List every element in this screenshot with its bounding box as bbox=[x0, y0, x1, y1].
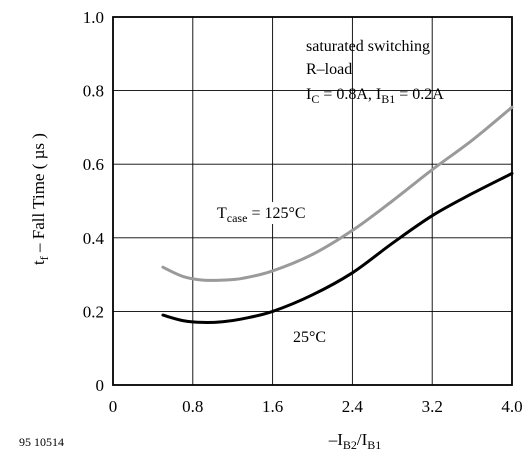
y-axis-ticks: 0 0.2 0.4 0.6 0.8 1.0 bbox=[83, 8, 105, 395]
condition-currents: IC = 0.8A, IB1 = 0.2A bbox=[306, 86, 444, 106]
series-line-25c bbox=[161, 171, 514, 324]
svg-text:25°C: 25°C bbox=[293, 329, 326, 346]
x-axis-label: –IB2/IB1 bbox=[328, 430, 382, 452]
grid bbox=[113, 17, 512, 385]
condition-load: R–load bbox=[306, 61, 352, 78]
y-tick-label: 0.8 bbox=[83, 82, 104, 101]
x-axis-ticks: 0 0.8 1.6 2.4 3.2 4.0 bbox=[109, 397, 523, 416]
series-lines bbox=[161, 105, 514, 324]
condition-switching: saturated switching bbox=[306, 38, 430, 55]
series-label-25c: 25°C bbox=[290, 327, 342, 347]
series-line-125c bbox=[161, 105, 514, 282]
y-tick-label: 0.2 bbox=[83, 302, 104, 321]
series-label-125c: Tcase = 125°C bbox=[214, 202, 336, 225]
y-axis-label: tf – Fall Time ( µs ) bbox=[29, 133, 51, 265]
y-tick-label: 0.6 bbox=[83, 155, 104, 174]
x-tick-label: 0.8 bbox=[182, 397, 203, 416]
plot-frame bbox=[112, 16, 513, 386]
x-tick-label: 3.2 bbox=[422, 397, 443, 416]
x-tick-label: 0 bbox=[109, 397, 118, 416]
x-tick-label: 1.6 bbox=[262, 397, 283, 416]
y-tick-label: 0 bbox=[96, 376, 105, 395]
figure-id: 95 10514 bbox=[19, 435, 64, 449]
y-tick-label: 0.4 bbox=[83, 229, 105, 248]
y-tick-label: 1.0 bbox=[83, 8, 104, 27]
x-tick-label: 2.4 bbox=[342, 397, 364, 416]
x-tick-label: 4.0 bbox=[501, 397, 522, 416]
svg-text:Tcase = 125°C: Tcase = 125°C bbox=[217, 205, 306, 225]
